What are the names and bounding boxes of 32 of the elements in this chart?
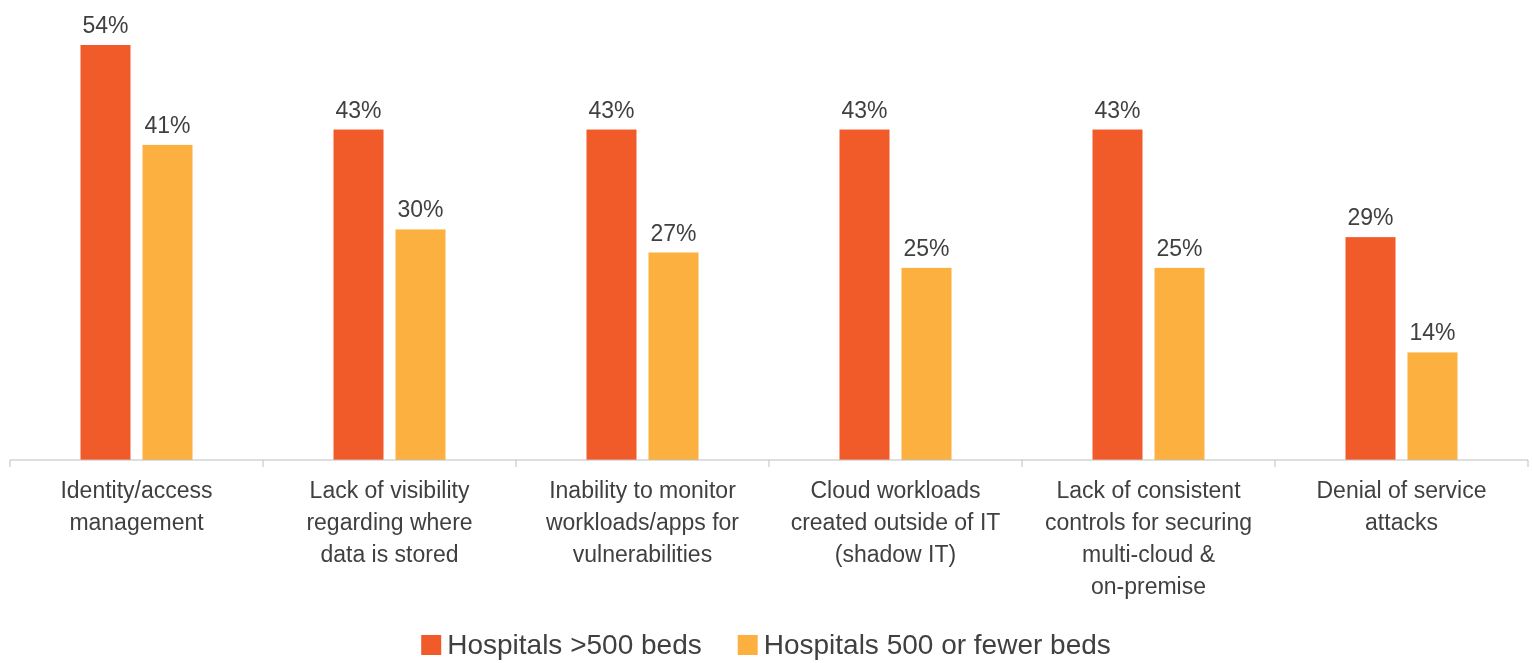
legend-label: Hospitals >500 beds	[447, 629, 702, 660]
x-tick-label: Cloud workloads created outside of IT (shadow IT)	[790, 477, 1001, 567]
x-tick-label: Identity/access management	[60, 477, 213, 535]
data-label: 27%	[650, 219, 697, 246]
bar	[80, 45, 131, 460]
data-label: 43%	[335, 96, 382, 123]
bar	[1345, 237, 1396, 460]
data-label: 54%	[82, 12, 129, 38]
bar	[142, 144, 193, 460]
bar	[586, 129, 637, 460]
data-label: 43%	[588, 96, 635, 123]
bar	[901, 267, 952, 460]
data-label: 25%	[903, 234, 950, 261]
x-tick-label: Lack of visibility regarding where data is stored	[306, 477, 473, 567]
x-tick-label: Denial of service attacks	[1316, 477, 1487, 535]
legend-label: Hospitals 500 or fewer beds	[763, 629, 1111, 660]
data-label: 14%	[1409, 319, 1456, 346]
bar	[1154, 267, 1205, 460]
data-label: 43%	[1094, 96, 1141, 123]
bar	[648, 252, 699, 460]
data-label: 30%	[397, 196, 444, 223]
data-label: 43%	[841, 96, 888, 123]
data-label: 29%	[1347, 204, 1394, 231]
bar	[839, 129, 890, 460]
bar	[1092, 129, 1143, 460]
x-tick-label: Inability to monitor workloads/apps for vulnerabilities	[544, 477, 740, 567]
bar	[1407, 352, 1458, 460]
data-label: 25%	[1156, 234, 1203, 261]
bar	[395, 229, 446, 460]
data-label: 41%	[144, 111, 191, 138]
bar	[333, 129, 384, 460]
x-tick-label: Lack of consistent controls for securing multi-cloud & on-premise	[1044, 477, 1253, 599]
